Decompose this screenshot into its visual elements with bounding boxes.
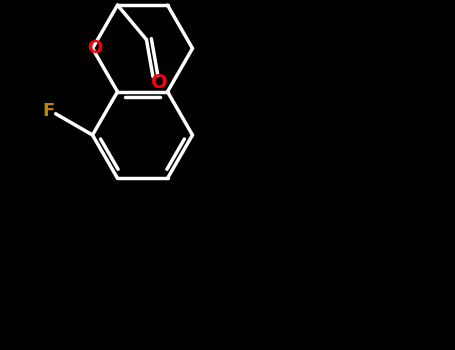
Text: O: O <box>151 73 167 92</box>
Text: O: O <box>87 40 103 57</box>
Text: F: F <box>42 102 54 120</box>
